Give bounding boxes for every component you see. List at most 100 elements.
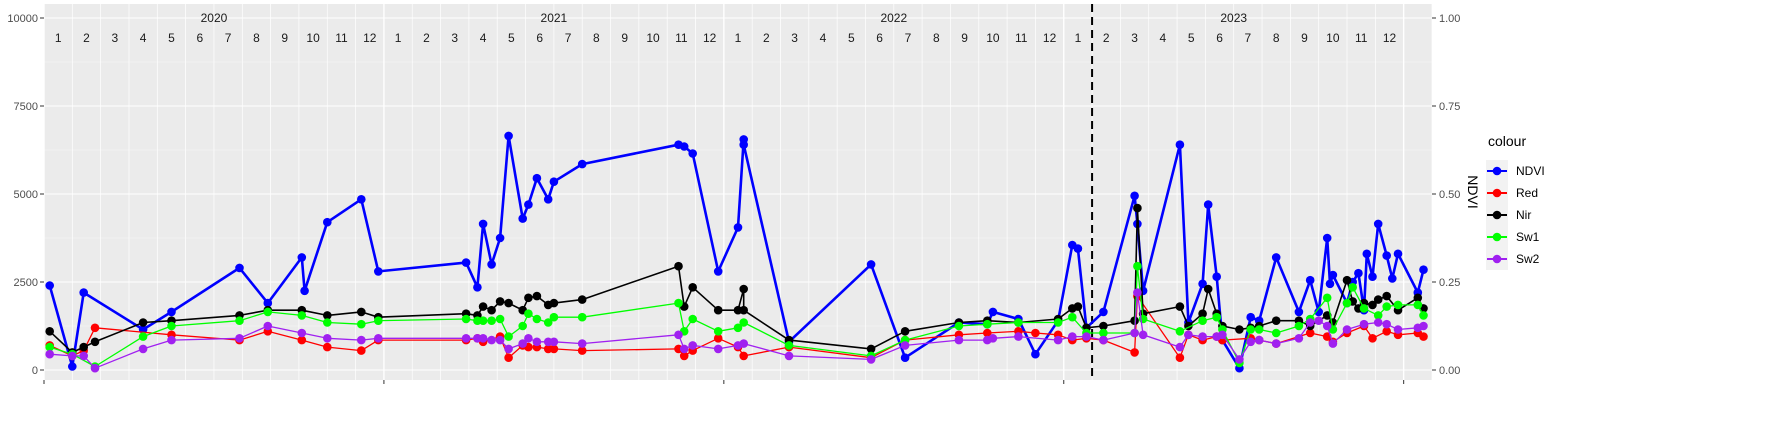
data-point-sw2: [1235, 355, 1244, 364]
legend: colour NDVI Red Nir Sw1 Sw2: [1486, 133, 1545, 270]
data-point-nir: [1413, 293, 1423, 303]
month-label: 7: [1245, 31, 1252, 45]
data-point-red: [983, 328, 992, 338]
data-point-nir: [1368, 300, 1377, 310]
data-point-sw1: [138, 332, 148, 341]
data-point-ndvi: [1354, 268, 1363, 278]
data-point-ndvi: [461, 258, 471, 267]
data-point-ndvi: [1322, 233, 1332, 243]
data-point-nir: [524, 293, 533, 303]
data-point-sw2: [1198, 332, 1207, 341]
data-point-nir: [674, 261, 683, 271]
data-point-red: [1175, 353, 1185, 363]
data-point-sw1: [739, 318, 748, 327]
data-point-nir: [487, 305, 496, 315]
month-label: 2: [1103, 31, 1110, 45]
data-point-sw2: [524, 334, 533, 343]
legend-label: Sw1: [1516, 230, 1540, 244]
data-point-ndvi: [323, 217, 332, 227]
month-label: 3: [451, 31, 458, 45]
month-label: 6: [196, 31, 203, 45]
data-point-nir: [739, 305, 748, 315]
month-label: 9: [621, 31, 628, 45]
month-label: 2: [83, 31, 90, 45]
data-point-ndvi: [679, 142, 689, 151]
data-point-red: [577, 346, 587, 355]
data-point-ndvi: [374, 267, 383, 276]
data-point-red: [357, 346, 366, 355]
month-label: 6: [876, 31, 883, 45]
data-point-nir: [1198, 309, 1207, 319]
month-label: 11: [335, 31, 348, 45]
data-point-sw2: [68, 351, 77, 361]
data-point-sw2: [549, 337, 559, 347]
data-point-ndvi: [1031, 349, 1040, 359]
data-point-sw2: [1393, 325, 1403, 334]
data-point-ndvi: [300, 286, 309, 296]
data-point-sw2: [900, 341, 910, 350]
month-label: 11: [1355, 31, 1368, 45]
month-label: 1: [735, 31, 742, 45]
data-point-red: [549, 344, 559, 354]
data-point-ndvi: [524, 200, 533, 209]
data-point-nir: [688, 283, 697, 292]
data-point-nir: [1382, 291, 1391, 301]
month-label: 1: [395, 31, 402, 45]
data-point-ndvi: [1314, 307, 1323, 317]
right-axis-title: NDVI: [1465, 175, 1481, 208]
data-point-ndvi: [1373, 219, 1383, 229]
month-label: 2: [763, 31, 770, 45]
data-point-ndvi: [1246, 312, 1255, 322]
data-point-sw2: [954, 335, 964, 345]
y2-tick-label: 0.50: [1439, 189, 1460, 201]
legend-item-red: Red: [1486, 182, 1538, 204]
data-point-nir: [1235, 325, 1244, 334]
data-point-ndvi: [473, 283, 482, 292]
data-point-ndvi: [988, 307, 998, 317]
data-point-red: [1419, 332, 1428, 341]
data-point-ndvi: [487, 260, 496, 269]
data-point-sw2: [1271, 339, 1281, 348]
data-point-sw2: [1382, 319, 1391, 329]
data-point-nir: [549, 298, 559, 308]
data-point-sw1: [1198, 316, 1207, 326]
data-point-ndvi: [1362, 249, 1372, 259]
data-point-nir: [495, 297, 505, 306]
data-series: [45, 131, 1428, 373]
data-point-sw1: [954, 321, 964, 331]
data-point-sw1: [323, 318, 332, 327]
data-point-sw2: [1314, 316, 1323, 326]
data-point-sw2: [1246, 337, 1255, 347]
month-label: 8: [933, 31, 940, 45]
y-tick-label: 10000: [7, 13, 38, 25]
data-point-sw2: [1175, 342, 1185, 352]
month-label: 1: [1075, 31, 1082, 45]
data-point-ndvi: [1198, 279, 1207, 289]
data-point-sw1: [688, 314, 697, 324]
data-point-sw1: [1053, 318, 1063, 327]
data-point-sw2: [167, 335, 176, 345]
legend-key-point: [1492, 188, 1502, 198]
left-y-axis: 0 2500 5000 7500 10000: [7, 13, 1405, 384]
data-point-sw1: [1322, 293, 1332, 303]
data-point-nir: [90, 337, 100, 347]
data-point-ndvi: [577, 159, 587, 169]
data-point-sw2: [1184, 330, 1193, 340]
data-point-ndvi: [1419, 265, 1428, 275]
month-label: 8: [593, 31, 600, 45]
right-y-axis: 0.00 0.25 0.50 0.75 1.00: [1432, 13, 1460, 377]
data-point-sw2: [1294, 334, 1304, 343]
data-point-ndvi: [739, 140, 748, 149]
data-point-red: [679, 351, 689, 361]
data-point-sw1: [1294, 321, 1304, 331]
y2-tick-label: 0.75: [1439, 101, 1460, 113]
month-label: 4: [140, 31, 147, 45]
data-point-ndvi: [45, 281, 54, 290]
data-point-nir: [1271, 316, 1281, 326]
data-point-ndvi: [1130, 191, 1139, 201]
data-point-sw1: [1212, 312, 1221, 322]
data-point-nir: [1373, 295, 1383, 304]
data-point-sw1: [45, 342, 54, 352]
data-point-sw1: [1373, 311, 1383, 320]
data-point-sw2: [504, 344, 513, 354]
